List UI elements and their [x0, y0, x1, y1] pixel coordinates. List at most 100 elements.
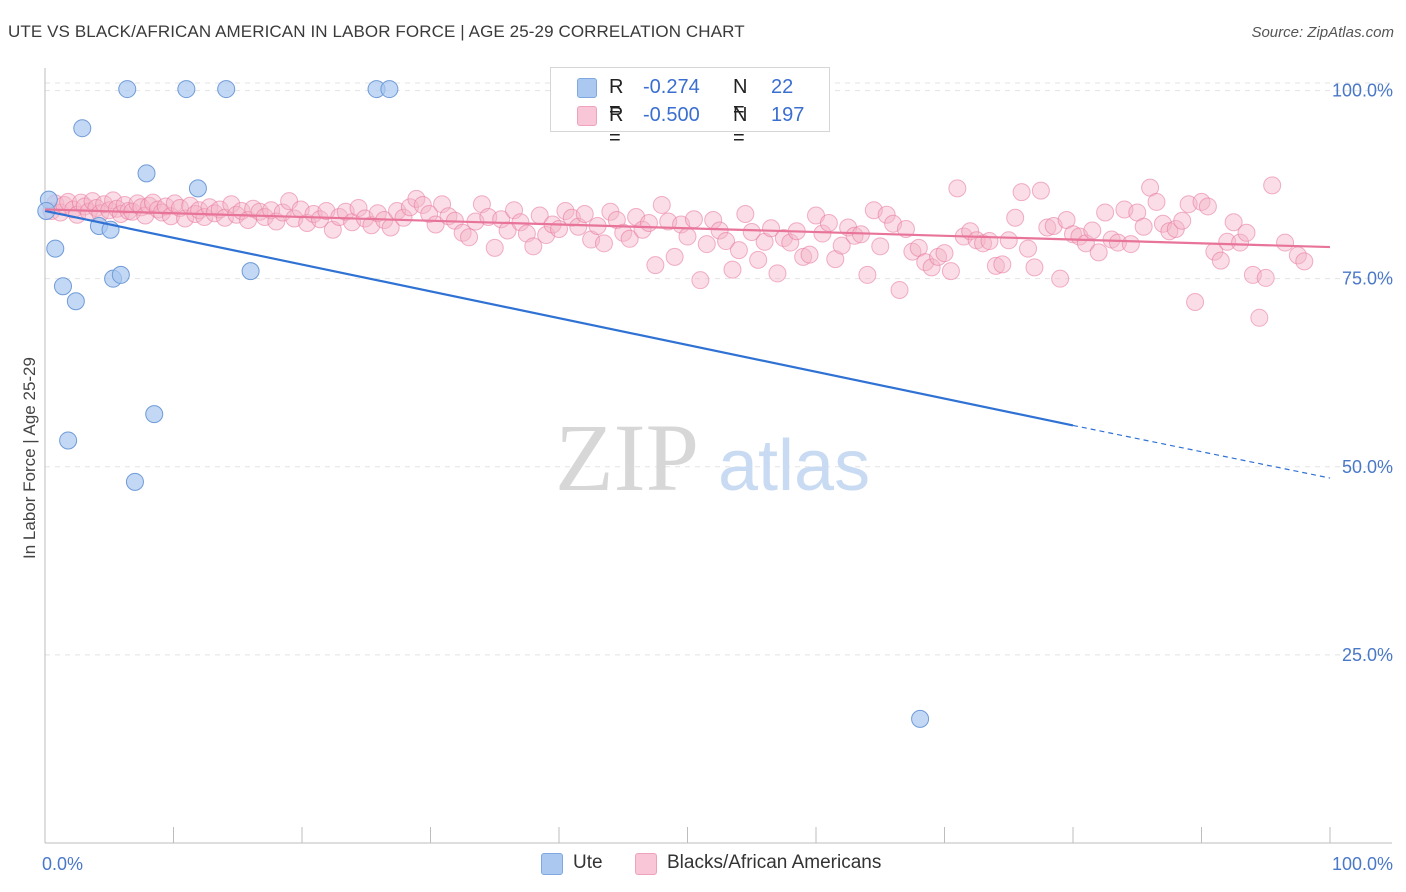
- watermark-zip: ZIP: [555, 404, 699, 511]
- data-point-black: [1019, 239, 1038, 258]
- y-tick-label: 25.0%: [1342, 645, 1393, 665]
- legend-swatch-black: [577, 106, 597, 126]
- trendline-ute-extension: [1072, 424, 1331, 479]
- trendline-ute: [44, 209, 1074, 427]
- watermark-atlas: atlas: [718, 426, 870, 506]
- data-point-black: [1186, 293, 1205, 312]
- data-point-black: [691, 271, 710, 290]
- data-point-black: [980, 232, 999, 251]
- data-point-black: [594, 234, 613, 253]
- data-point-black: [420, 204, 439, 223]
- bottom-legend-swatch-ute: [541, 853, 563, 875]
- data-point-black: [349, 198, 368, 217]
- legend-r-value-ute: -0.274: [643, 76, 700, 98]
- legend-n-value-black: 197: [771, 104, 805, 126]
- data-point-black: [877, 205, 896, 224]
- data-point-black: [556, 201, 575, 220]
- data-point-black: [729, 241, 748, 260]
- y-axis-label: In Labor Force | Age 25-29: [20, 357, 39, 559]
- bottom-legend-swatch-black: [635, 853, 657, 875]
- data-point-black: [633, 220, 652, 239]
- data-point-black: [922, 258, 941, 277]
- data-point-black: [620, 229, 639, 248]
- data-point-black: [1147, 192, 1166, 211]
- y-tick-label: 100.0%: [1332, 81, 1393, 101]
- bottom-legend-ute: Ute: [573, 852, 603, 873]
- data-point-ute: [380, 80, 399, 99]
- data-point-black: [800, 245, 819, 264]
- legend-r-label: R =: [609, 76, 624, 121]
- legend-r-value-black: -0.500: [643, 104, 700, 126]
- data-point-ute: [53, 277, 72, 296]
- data-point-black: [717, 232, 736, 251]
- data-point-black: [652, 195, 671, 214]
- data-point-black: [1012, 183, 1031, 202]
- data-point-black: [845, 226, 864, 245]
- data-point-black: [948, 179, 967, 198]
- legend-n-label: N =: [733, 104, 748, 149]
- data-point-black: [1121, 235, 1140, 254]
- legend-n-label: N =: [733, 76, 748, 121]
- data-point-black: [1237, 223, 1256, 242]
- data-point-black: [762, 219, 781, 238]
- data-point-ute: [241, 262, 260, 281]
- data-point-black: [749, 250, 768, 269]
- data-point-black: [413, 195, 432, 214]
- bottom-legend-black: Blacks/African Americans: [667, 852, 882, 873]
- data-point-black: [1134, 217, 1153, 236]
- data-point-black: [768, 264, 787, 283]
- data-point-black: [723, 260, 742, 279]
- data-point-black: [1218, 232, 1237, 251]
- trendline-black: [44, 208, 1331, 249]
- data-point-black: [832, 236, 851, 255]
- data-point-black: [896, 220, 915, 239]
- data-point-ute: [145, 405, 164, 424]
- legend-r-label: R =: [609, 104, 624, 149]
- data-point-ute: [911, 709, 930, 728]
- data-point-black: [1025, 258, 1044, 277]
- y-tick-label: 75.0%: [1342, 269, 1393, 289]
- data-point-black: [697, 235, 716, 254]
- data-point-black: [1108, 233, 1127, 252]
- data-point-black: [941, 262, 960, 281]
- data-point-black: [678, 227, 697, 246]
- data-point-black: [1051, 269, 1070, 288]
- watermark: ZIP atlas: [555, 404, 870, 511]
- data-point-black: [890, 280, 909, 299]
- data-point-ute: [217, 80, 236, 99]
- data-point-black: [858, 265, 877, 284]
- data-point-black: [871, 237, 890, 256]
- legend-swatch-ute: [577, 78, 597, 98]
- correlation-legend: R = -0.274 N = 22 R = -0.500 N = 197: [550, 67, 830, 149]
- data-point-black: [1192, 192, 1211, 211]
- data-point-black: [999, 231, 1018, 250]
- data-point-black: [1096, 203, 1115, 222]
- source-credit: Source: ZipAtlas.com: [1251, 24, 1394, 41]
- data-point-black: [1250, 308, 1269, 327]
- data-point-black: [993, 255, 1012, 274]
- x-tick-label: 100.0%: [1332, 854, 1393, 874]
- data-point-black: [1173, 211, 1192, 230]
- data-point-black: [646, 256, 665, 275]
- data-point-black: [222, 195, 241, 214]
- data-point-black: [1006, 208, 1025, 227]
- x-tick-label: 0.0%: [42, 854, 83, 874]
- data-point-ute: [59, 431, 78, 450]
- data-point-black: [575, 204, 594, 223]
- data-point-black: [1031, 181, 1050, 200]
- chart-title: UTE VS BLACK/AFRICAN AMERICAN IN LABOR F…: [8, 22, 745, 41]
- legend-n-value-ute: 22: [771, 76, 794, 98]
- data-point-black: [460, 228, 479, 247]
- data-point-black: [1256, 268, 1275, 287]
- data-point-black: [1038, 218, 1057, 237]
- data-point-black: [394, 208, 413, 227]
- data-point-ute: [118, 80, 137, 99]
- data-point-black: [195, 207, 214, 226]
- data-point-ute: [177, 80, 196, 99]
- data-point-black: [1089, 243, 1108, 262]
- data-point-ute: [125, 472, 144, 491]
- y-tick-label: 50.0%: [1342, 457, 1393, 477]
- data-point-black: [781, 233, 800, 252]
- data-point-black: [1083, 221, 1102, 240]
